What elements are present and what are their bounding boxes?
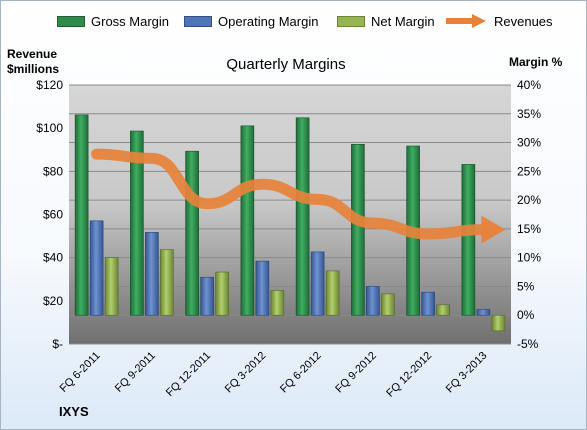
right-tick-label: -5% bbox=[517, 337, 539, 351]
revenues-arrowhead bbox=[481, 215, 506, 244]
bar-gross-margin bbox=[240, 125, 255, 316]
legend-swatch-operating-margin bbox=[184, 15, 212, 27]
left-tick-label: $120 bbox=[36, 78, 63, 92]
bar-gross-margin bbox=[295, 117, 310, 316]
legend-item-gross-margin: Gross Margin bbox=[57, 11, 169, 31]
bar-net-margin bbox=[381, 293, 395, 316]
bar-net-margin bbox=[160, 249, 174, 316]
category-label: FQ 6-2011 bbox=[58, 350, 103, 395]
legend-label-operating-margin: Operating Margin bbox=[218, 13, 319, 29]
bar-net-margin bbox=[215, 271, 229, 316]
legend-item-net-margin: Net Margin bbox=[337, 11, 435, 31]
bar-operating-margin bbox=[366, 286, 380, 316]
bar-net-margin bbox=[325, 270, 340, 316]
bar-operating-margin bbox=[89, 220, 104, 316]
bar-gross-margin bbox=[130, 130, 144, 316]
right-tick-label: 15% bbox=[517, 222, 541, 236]
left-tick-label: $20 bbox=[43, 294, 63, 308]
revenues-line bbox=[91, 148, 489, 240]
category-label: FQ 9-2011 bbox=[113, 350, 158, 395]
legend-item-operating-margin: Operating Margin bbox=[184, 11, 318, 31]
bar-net-margin bbox=[270, 290, 285, 316]
left-tick-label: $40 bbox=[43, 251, 63, 265]
revenues-arrow-icon bbox=[446, 14, 486, 28]
bar-gross-margin bbox=[461, 164, 476, 316]
bar-operating-margin bbox=[476, 309, 491, 316]
right-tick-label: 30% bbox=[517, 136, 541, 150]
chart-title: Quarterly Margins bbox=[226, 56, 346, 73]
legend-label-gross-margin: Gross Margin bbox=[91, 13, 170, 29]
legend-swatch-net-margin bbox=[337, 15, 365, 27]
bar-operating-margin bbox=[421, 291, 435, 316]
bar-gross-margin bbox=[351, 143, 365, 316]
legend-label-net-margin: Net Margin bbox=[371, 13, 435, 29]
category-label: FQ 9-2012 bbox=[333, 350, 379, 396]
category-label: FQ 6-2012 bbox=[278, 350, 324, 396]
bar-gross-margin bbox=[185, 150, 199, 316]
right-tick-label: 35% bbox=[517, 107, 541, 121]
category-label: FQ 12-2011 bbox=[164, 350, 213, 399]
right-tick-label: 0% bbox=[517, 308, 535, 322]
bar-operating-margin bbox=[145, 232, 159, 316]
right-tick-label: 25% bbox=[517, 164, 541, 178]
bar-gross-margin bbox=[74, 114, 89, 316]
legend: Gross Margin Operating Margin Net Margin… bbox=[1, 11, 586, 31]
left-axis-title: Revenue $millions bbox=[7, 47, 60, 76]
category-label: FQ 3-2013 bbox=[444, 350, 490, 396]
bar-net-margin bbox=[491, 314, 506, 332]
left-tick-label: $80 bbox=[43, 164, 63, 178]
right-tick-label: 20% bbox=[517, 193, 541, 207]
right-tick-label: 10% bbox=[517, 251, 541, 265]
category-label: FQ 3-2012 bbox=[223, 350, 269, 396]
left-tick-label: $60 bbox=[43, 208, 63, 222]
legend-label-revenues: Revenues bbox=[494, 13, 553, 29]
bar-net-margin bbox=[436, 304, 450, 316]
bar-operating-margin bbox=[255, 260, 270, 316]
right-axis-title: Margin % bbox=[509, 55, 563, 69]
left-tick-label: $100 bbox=[36, 121, 63, 135]
left-tick-label: $- bbox=[52, 337, 63, 351]
right-tick-label: 5% bbox=[517, 279, 535, 293]
bar-operating-margin bbox=[200, 276, 214, 316]
right-tick-label: 40% bbox=[517, 78, 541, 92]
category-label: FQ 12-2012 bbox=[384, 350, 434, 400]
legend-swatch-gross-margin bbox=[57, 15, 85, 27]
legend-item-revenues: Revenues bbox=[444, 11, 553, 31]
company-label: IXYS bbox=[59, 404, 89, 419]
bar-net-margin bbox=[104, 257, 119, 316]
bar-operating-margin bbox=[310, 251, 325, 316]
